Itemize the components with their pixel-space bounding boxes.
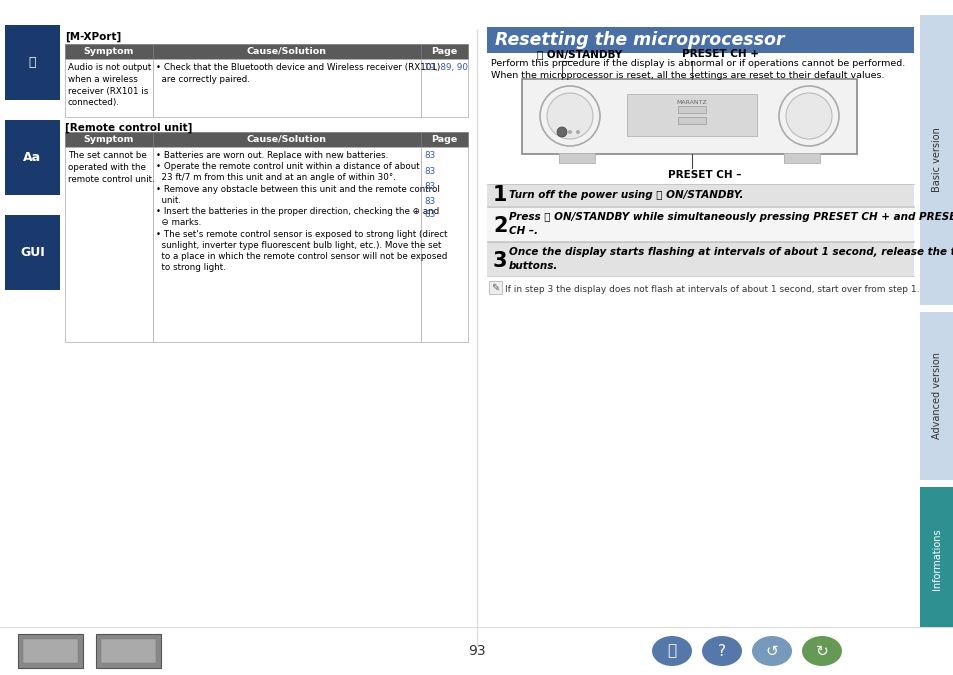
Bar xyxy=(152,59,420,117)
Bar xyxy=(919,487,953,630)
Text: Page: Page xyxy=(431,135,457,144)
Circle shape xyxy=(567,130,572,134)
Text: [Remote control unit]: [Remote control unit] xyxy=(65,123,193,133)
Text: Informations: Informations xyxy=(931,528,941,590)
Bar xyxy=(101,639,156,663)
Text: The set cannot be
operated with the
remote control unit.: The set cannot be operated with the remo… xyxy=(68,151,154,184)
Text: 19, 89, 90: 19, 89, 90 xyxy=(423,63,468,72)
Text: 83: 83 xyxy=(423,151,435,160)
Bar xyxy=(65,44,152,59)
Bar xyxy=(919,305,953,312)
Text: ?: ? xyxy=(718,643,725,659)
Bar xyxy=(5,215,60,290)
Ellipse shape xyxy=(651,636,691,666)
Text: 83: 83 xyxy=(423,210,435,219)
Bar xyxy=(420,44,468,59)
Text: ✎: ✎ xyxy=(491,283,498,293)
Text: 83: 83 xyxy=(423,197,435,206)
Text: Audio is not output
when a wireless
receiver (RX101 is
connected).: Audio is not output when a wireless rece… xyxy=(68,63,152,107)
Bar xyxy=(919,312,953,480)
Bar xyxy=(626,94,757,136)
Text: 83: 83 xyxy=(423,167,435,176)
Text: ↻: ↻ xyxy=(815,643,827,659)
Text: 📖: 📖 xyxy=(667,643,676,659)
Text: 1: 1 xyxy=(493,185,507,205)
Text: Ⓢ ON/STANDBY: Ⓢ ON/STANDBY xyxy=(537,49,621,59)
Text: Aa: Aa xyxy=(24,151,42,164)
Bar xyxy=(486,242,913,276)
Bar xyxy=(23,639,78,663)
Text: PRESET CH +: PRESET CH + xyxy=(681,49,759,59)
Text: Once the display starts flashing at intervals of about 1 second, release the two: Once the display starts flashing at inte… xyxy=(509,247,953,271)
Bar xyxy=(0,627,953,675)
Text: [M-XPort]: [M-XPort] xyxy=(65,32,121,43)
Bar xyxy=(65,147,152,342)
Bar xyxy=(152,44,420,59)
Bar xyxy=(558,153,595,163)
Text: • Check that the Bluetooth device and Wireless receiver (RX101)
  are correctly : • Check that the Bluetooth device and Wi… xyxy=(156,63,440,84)
Circle shape xyxy=(557,127,566,137)
Text: ↺: ↺ xyxy=(765,643,778,659)
Text: Symptom: Symptom xyxy=(84,135,134,144)
Text: Cause/Solution: Cause/Solution xyxy=(247,135,327,144)
Bar xyxy=(420,59,468,117)
Ellipse shape xyxy=(701,636,741,666)
Bar xyxy=(152,132,420,147)
Text: Perform this procedure if the display is abnormal or if operations cannot be per: Perform this procedure if the display is… xyxy=(491,59,904,80)
Bar xyxy=(521,79,856,154)
Bar xyxy=(919,15,953,305)
Bar xyxy=(486,27,913,53)
Bar xyxy=(5,25,60,100)
Text: Turn off the power using Ⓢ ON/STANDBY.: Turn off the power using Ⓢ ON/STANDBY. xyxy=(509,190,742,200)
Bar xyxy=(486,207,913,241)
Bar xyxy=(558,153,595,163)
Text: MARANTZ: MARANTZ xyxy=(676,99,706,105)
Bar xyxy=(65,132,152,147)
Text: Press Ⓢ ON/STANDBY while simultaneously pressing PRESET CH + and PRESET
CH –.: Press Ⓢ ON/STANDBY while simultaneously … xyxy=(509,212,953,236)
Text: Resetting the microprocessor: Resetting the microprocessor xyxy=(495,31,783,49)
Bar xyxy=(783,153,820,163)
Circle shape xyxy=(576,130,579,134)
Bar xyxy=(420,147,468,342)
Bar xyxy=(420,132,468,147)
Bar xyxy=(678,117,705,124)
Bar xyxy=(5,120,60,195)
Bar xyxy=(65,59,152,117)
Ellipse shape xyxy=(801,636,841,666)
Text: Advanced version: Advanced version xyxy=(931,352,941,439)
Bar xyxy=(96,634,161,668)
Text: Basic version: Basic version xyxy=(931,128,941,192)
Bar xyxy=(18,634,83,668)
Bar xyxy=(919,480,953,487)
Text: 93: 93 xyxy=(468,644,485,658)
Circle shape xyxy=(546,93,593,139)
Text: 3: 3 xyxy=(493,251,507,271)
Bar xyxy=(152,147,420,342)
Circle shape xyxy=(785,93,831,139)
Text: If in step 3 the display does not flash at intervals of about 1 second, start ov: If in step 3 the display does not flash … xyxy=(504,286,919,294)
Text: PRESET CH –: PRESET CH – xyxy=(667,170,740,180)
Bar xyxy=(783,153,820,163)
Text: 2: 2 xyxy=(493,216,507,236)
Bar xyxy=(489,281,501,294)
Text: Symptom: Symptom xyxy=(84,47,134,56)
Text: • Batteries are worn out. Replace with new batteries.
• Operate the remote contr: • Batteries are worn out. Replace with n… xyxy=(156,151,447,273)
Text: 83: 83 xyxy=(423,182,435,191)
Text: GUI: GUI xyxy=(20,246,45,259)
Text: 📖: 📖 xyxy=(29,56,36,69)
Ellipse shape xyxy=(751,636,791,666)
Bar xyxy=(486,184,913,206)
Text: Cause/Solution: Cause/Solution xyxy=(247,47,327,56)
Text: Page: Page xyxy=(431,47,457,56)
Bar xyxy=(678,106,705,113)
